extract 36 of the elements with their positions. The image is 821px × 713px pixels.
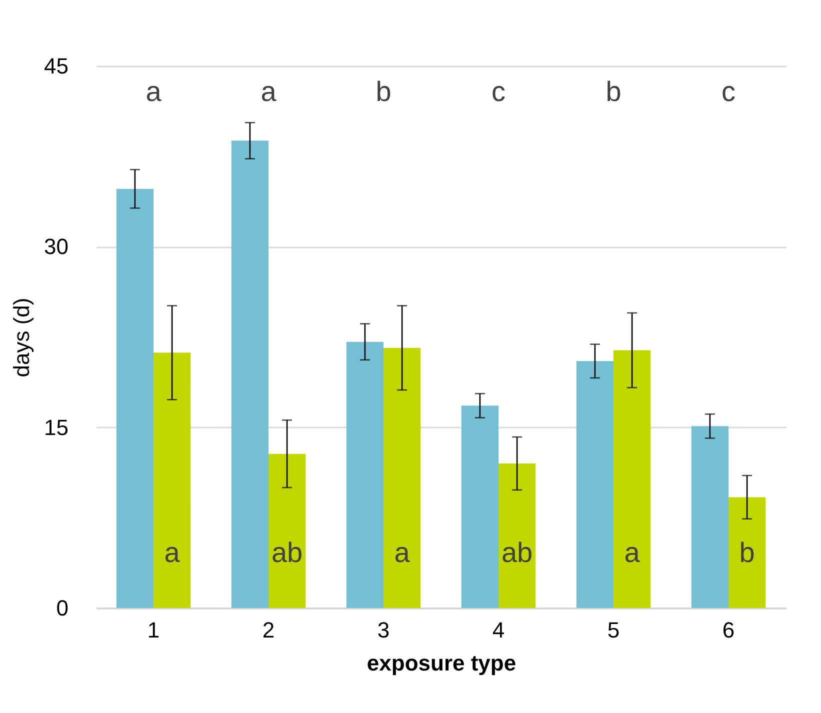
bar [154,352,191,608]
bar [728,497,766,608]
annotation: b [376,76,392,108]
x-tick-label: 5 [607,618,620,642]
y-tick-label: 15 [44,414,68,440]
annotation: c [492,76,506,108]
bar [231,140,268,608]
bar [384,348,421,608]
bar [498,463,536,608]
annotation: b [739,536,755,568]
annotation: a [260,76,277,108]
x-tick-label: 2 [262,618,275,642]
bar [268,454,306,608]
x-tick-label: 3 [377,618,390,642]
annotation: a [394,536,410,568]
bar [116,188,154,608]
bar [691,426,728,608]
annotation: a [164,536,180,568]
annotation: c [722,76,736,108]
bar [346,342,384,608]
annotation: a [624,536,640,568]
annotation: ab [271,536,303,568]
bar [461,406,498,608]
x-axis-title: exposure type [366,650,516,676]
annotation: a [146,76,162,108]
y-tick-label: 30 [44,234,68,260]
bar [576,361,614,608]
y-tick-label: 0 [56,596,68,620]
x-tick-label: 4 [492,618,505,642]
y-axis-title: days (d) [9,298,34,378]
bar [614,350,651,608]
x-tick-label: 1 [147,618,160,642]
y-tick-label: 45 [44,54,68,78]
x-tick-label: 6 [722,618,735,642]
annotation: b [606,76,622,108]
annotation: ab [501,536,533,568]
